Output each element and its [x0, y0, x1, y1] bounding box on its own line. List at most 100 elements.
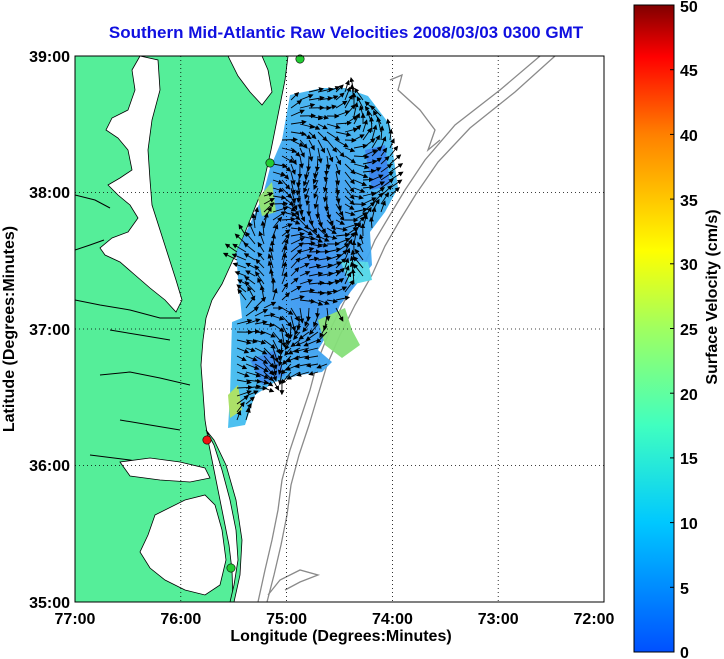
velocity-vector	[317, 219, 326, 234]
velocity-vector	[290, 203, 300, 217]
velocity-vector	[308, 123, 321, 130]
velocity-vector	[317, 235, 330, 242]
velocity-vector	[236, 284, 247, 293]
velocity-vector	[380, 163, 393, 173]
velocity-vector	[231, 253, 247, 261]
velocity-vector	[362, 127, 372, 141]
velocity-vector	[326, 247, 342, 253]
velocity-vector	[308, 280, 325, 286]
velocity-vector	[232, 243, 247, 253]
velocity-vector	[281, 179, 291, 190]
velocity-vector	[313, 179, 319, 191]
velocity-vector	[272, 323, 285, 333]
velocity-vector	[312, 171, 319, 185]
velocity-vector	[335, 147, 345, 158]
velocity-vector	[245, 338, 258, 344]
velocity-vector	[272, 347, 279, 363]
velocity-vector	[263, 312, 276, 318]
velocity-vector	[326, 253, 342, 261]
velocity-vector	[389, 163, 404, 173]
velocity-vector	[302, 171, 310, 187]
x-axis: 77:00 76:00 75:00 74:00 73:00 72:00 Long…	[55, 611, 615, 645]
velocity-vector	[353, 171, 369, 179]
colorbar-tick-label: 15	[680, 451, 698, 468]
velocity-vector	[353, 101, 359, 117]
velocity-vector	[317, 263, 333, 269]
velocity-vector	[254, 363, 269, 373]
velocity-vector	[303, 339, 319, 347]
velocity-vector	[316, 331, 328, 344]
velocity-vector	[303, 179, 310, 194]
velocity-vector	[344, 86, 351, 101]
velocity-vector	[326, 219, 336, 231]
velocity-vector	[344, 211, 356, 217]
velocity-vector	[389, 187, 400, 197]
velocity-vector	[344, 94, 353, 109]
barrier-islands	[205, 429, 243, 602]
velocity-vector	[290, 277, 299, 285]
velocity-vector	[296, 171, 302, 188]
y-tick-label: 37:00	[29, 322, 70, 339]
velocity-vector	[308, 235, 324, 243]
velocity-vector	[317, 114, 329, 120]
velocity-vector	[335, 237, 351, 245]
velocity-vector	[380, 136, 387, 149]
colorbar-tick-label: 5	[680, 581, 689, 598]
velocity-vector	[263, 363, 274, 376]
velocity-vector	[299, 235, 316, 241]
velocity-vector	[263, 322, 275, 328]
velocity-vector	[263, 198, 275, 205]
velocity-vector	[335, 92, 345, 101]
velocity-vector	[305, 362, 319, 368]
velocity-vector	[380, 171, 394, 181]
velocity-vector	[298, 331, 310, 340]
plot-frame	[74, 55, 605, 603]
velocity-vector	[313, 163, 319, 179]
velocity-vector	[281, 216, 296, 222]
velocity-vector	[335, 139, 349, 148]
velocity-vector	[308, 211, 314, 226]
velocity-vector	[344, 227, 359, 237]
velocity-vector	[326, 227, 337, 235]
velocity-vector	[335, 163, 341, 176]
velocity-vector	[236, 339, 252, 345]
velocity-vector	[290, 109, 305, 117]
velocity-vector	[272, 315, 285, 321]
velocity-vector	[281, 155, 295, 163]
velocity-vector	[371, 187, 386, 197]
velocity-vector	[371, 134, 381, 149]
station-marker	[202, 435, 212, 445]
velocity-vector	[335, 203, 344, 217]
velocity-vector	[290, 257, 301, 269]
velocity-vector	[308, 271, 324, 277]
velocity-vector	[299, 94, 314, 101]
velocity-vector	[335, 267, 345, 277]
velocity-vector	[326, 104, 337, 110]
velocity-vector	[290, 139, 305, 147]
velocity-vector	[362, 191, 377, 197]
velocity-vector	[263, 192, 274, 197]
velocity-vector	[263, 347, 276, 360]
velocity-vector	[389, 154, 402, 165]
velocity-vector	[371, 124, 378, 141]
x-tick-label: 72:00	[574, 611, 615, 628]
velocity-vector	[304, 163, 310, 180]
velocity-vector	[308, 131, 317, 140]
velocity-vector	[294, 323, 301, 336]
velocity-vector	[245, 295, 256, 309]
velocity-vector	[290, 231, 305, 237]
velocity-vector	[326, 147, 334, 163]
velocity-vector	[272, 171, 286, 177]
velocity-vector	[323, 171, 329, 183]
velocity-vector	[317, 123, 328, 130]
velocity-vector	[353, 143, 368, 149]
velocity-vector	[335, 257, 347, 269]
x-axis-label: Longitude (Degrees:Minutes)	[230, 628, 451, 645]
colorbar-tick-label: 45	[680, 63, 698, 80]
y-tick-label: 35:00	[29, 595, 70, 612]
velocity-vector	[299, 139, 308, 149]
velocity-vector	[371, 146, 383, 157]
velocity-vector	[335, 278, 345, 285]
velocity-vector	[290, 242, 304, 253]
